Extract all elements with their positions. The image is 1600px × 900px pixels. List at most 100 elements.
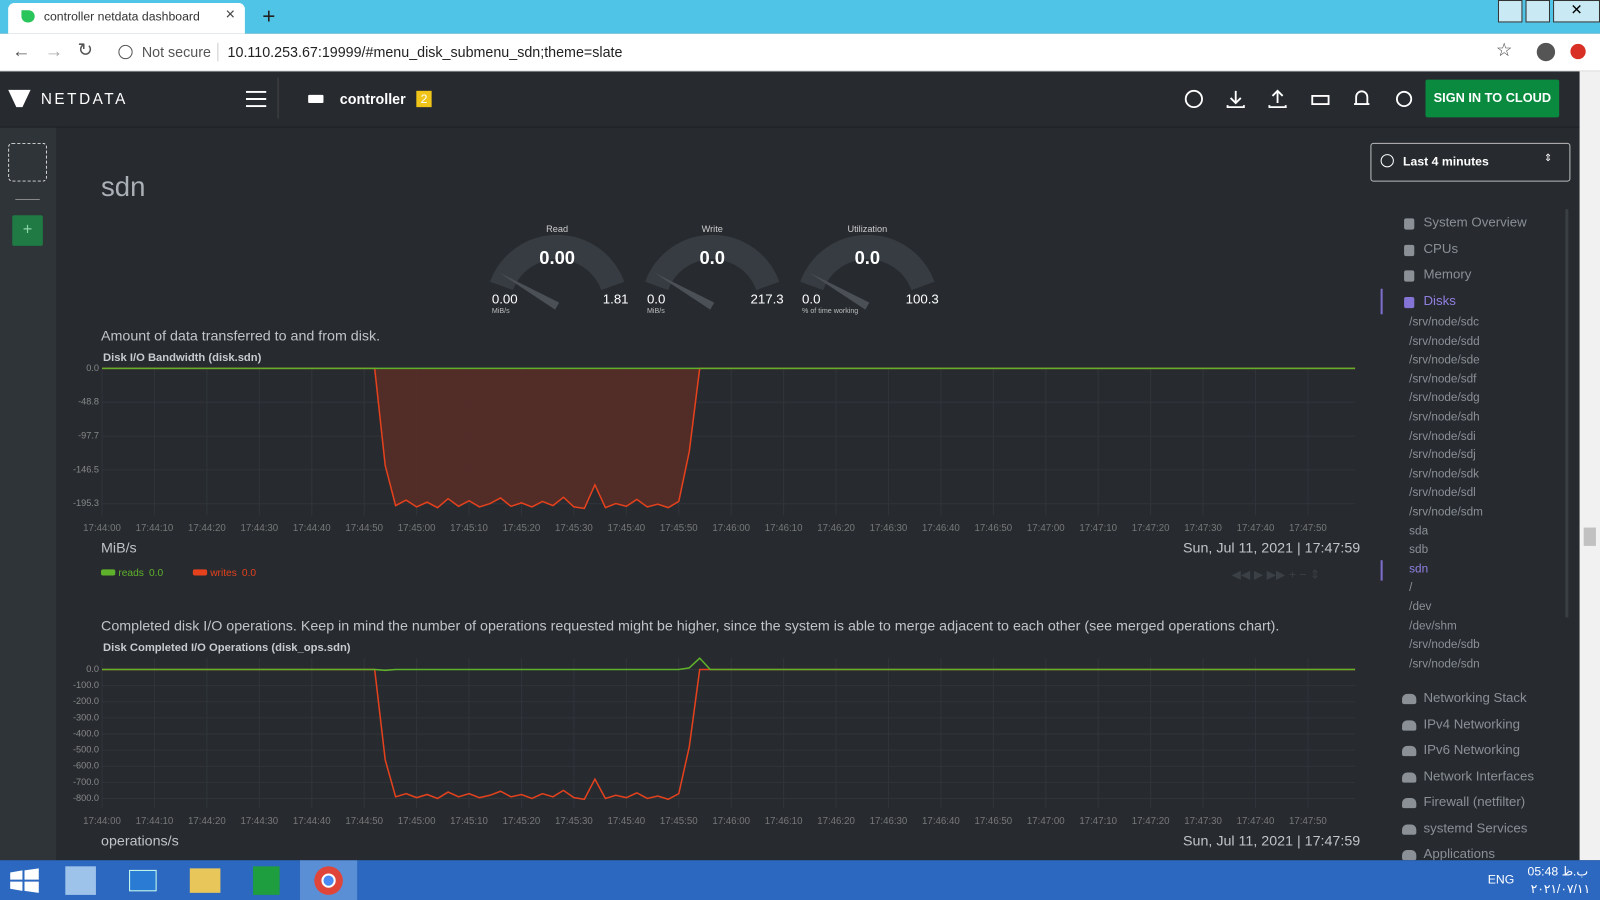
- reload[interactable]: ↻: [77, 39, 93, 61]
- x-tick-label: 17:45:40: [607, 816, 645, 827]
- submenu-item[interactable]: /: [1409, 582, 1413, 595]
- x-tick-label: 17:44:10: [136, 816, 174, 827]
- submenu-item[interactable]: /srv/node/sdl: [1409, 487, 1476, 500]
- add-button[interactable]: +: [12, 215, 43, 246]
- menu-item[interactable]: Disks: [1423, 292, 1456, 308]
- store[interactable]: [253, 866, 280, 895]
- explorer[interactable]: [189, 868, 221, 893]
- gauge-needle: [653, 272, 715, 310]
- clock-time[interactable]: 05:48 ب.ظ: [1527, 864, 1588, 879]
- clock-date[interactable]: ۲۰۲۱/۰۷/۱۱: [1530, 881, 1591, 896]
- y-tick-label: -200.0: [73, 696, 99, 706]
- language[interactable]: ENG: [1487, 872, 1515, 887]
- x-tick-label: 17:45:20: [503, 816, 541, 827]
- submenu-item[interactable]: /srv/node/sdj: [1409, 449, 1476, 462]
- new-tab[interactable]: +: [262, 3, 276, 29]
- alarm-badge[interactable]: 2: [416, 90, 432, 108]
- menu-item[interactable]: Firewall (netfilter): [1423, 793, 1526, 810]
- menu-item[interactable]: System Overview: [1423, 214, 1527, 230]
- x-tick-label: 17:44:20: [188, 523, 226, 534]
- host[interactable]: controller: [339, 90, 406, 108]
- security: Not secure: [141, 43, 211, 61]
- tab-close[interactable]: ×: [225, 6, 236, 24]
- submenu-item[interactable]: /srv/node/sdd: [1409, 335, 1480, 348]
- menu-item[interactable]: IPv6 Networking: [1423, 741, 1521, 758]
- submenu-item[interactable]: sda: [1409, 525, 1429, 538]
- legend-name: reads: [118, 568, 143, 579]
- start-button[interactable]: [10, 868, 39, 893]
- download-icon[interactable]: [1226, 90, 1245, 109]
- brand: NETDATA: [40, 90, 128, 109]
- menu-item[interactable]: Networking Stack: [1423, 689, 1527, 706]
- submenu-item[interactable]: /srv/node/sdc: [1409, 316, 1479, 329]
- gauge-value: 0.00: [539, 247, 575, 268]
- submenu-item[interactable]: /srv/node/sdi: [1409, 430, 1476, 443]
- submenu-item[interactable]: sdn: [1409, 563, 1429, 576]
- submenu-item[interactable]: /srv/node/sde: [1409, 354, 1480, 367]
- minimize[interactable]: [1497, 0, 1523, 23]
- x-tick-label: 17:44:40: [293, 816, 331, 827]
- back[interactable]: ←: [12, 40, 31, 62]
- gauge-arc: [800, 234, 935, 291]
- legend-name: writes: [209, 568, 237, 579]
- menu-icon: [1404, 296, 1415, 308]
- submenu-item[interactable]: /dev/shm: [1409, 619, 1457, 633]
- submenu-item[interactable]: /srv/node/sdb: [1409, 638, 1480, 652]
- x-tick-label: 17:45:50: [660, 523, 698, 534]
- menu-item[interactable]: systemd Services: [1423, 819, 1528, 836]
- upload-icon[interactable]: [1268, 89, 1287, 109]
- update[interactable]: [1570, 43, 1586, 60]
- submenu-item[interactable]: /srv/node/sdg: [1409, 392, 1480, 405]
- forward[interactable]: →: [44, 40, 64, 62]
- x-tick-label: 17:45:30: [555, 523, 593, 534]
- submenu-item[interactable]: /srv/node/sdf: [1409, 373, 1477, 386]
- submenu-item[interactable]: /dev: [1409, 601, 1432, 614]
- scroll-thumb[interactable]: [1583, 527, 1596, 546]
- menu-icon: [1402, 797, 1417, 809]
- submenu-item[interactable]: /srv/node/sdh: [1409, 411, 1480, 424]
- x-tick-label: 17:44:20: [188, 816, 226, 827]
- tray-icons[interactable]: [1410, 872, 1481, 886]
- submenu-item[interactable]: /srv/node/sdm: [1409, 506, 1483, 519]
- tab[interactable]: [8, 3, 245, 34]
- menu-item[interactable]: CPUs: [1423, 240, 1459, 256]
- help-icon[interactable]: [1184, 89, 1203, 109]
- menu-icon: [1402, 745, 1417, 757]
- y-tick-label: 0.0: [86, 363, 99, 373]
- submenu-item[interactable]: /srv/node/sdn: [1409, 657, 1480, 671]
- time-range-label: Last 4 minutes: [1403, 154, 1489, 169]
- x-tick-label: 17:45:00: [398, 816, 436, 827]
- info-icon[interactable]: [118, 44, 133, 60]
- space-add[interactable]: [8, 142, 47, 182]
- gauge-min: 0.0: [647, 291, 665, 306]
- x-tick-label: 17:46:10: [765, 523, 803, 534]
- restore[interactable]: [1525, 0, 1550, 23]
- menu-item[interactable]: Applications: [1423, 845, 1496, 861]
- menu-item[interactable]: IPv4 Networking: [1423, 715, 1521, 732]
- sign-in-button[interactable]: SIGN IN TO CLOUD: [1433, 90, 1552, 106]
- separator: [217, 42, 219, 62]
- submenu-item[interactable]: /srv/node/sdk: [1409, 468, 1479, 481]
- x-tick-label: 17:47:30: [1184, 523, 1222, 534]
- close[interactable]: ✕: [1553, 0, 1600, 23]
- chart-unit: MiB/s: [101, 541, 137, 557]
- print-icon[interactable]: [1311, 94, 1330, 105]
- legend-value: 0.0: [149, 568, 163, 579]
- bookmark[interactable]: ☆: [1495, 39, 1513, 61]
- server-manager[interactable]: [65, 866, 96, 895]
- submenu-item[interactable]: sdb: [1409, 544, 1429, 557]
- chart-timestamp: Sun, Jul 11, 2021 | 17:47:59: [1183, 834, 1360, 850]
- profile[interactable]: [1536, 42, 1556, 62]
- menu-button[interactable]: [245, 90, 267, 108]
- chart-timestamp: Sun, Jul 11, 2021 | 17:47:59: [1183, 541, 1360, 557]
- url[interactable]: 10.110.253.67:19999/#menu_disk_submenu_s…: [227, 43, 623, 61]
- menu-item[interactable]: Network Interfaces: [1423, 767, 1535, 784]
- menu-icon: [1404, 218, 1415, 230]
- time-range[interactable]: [1370, 142, 1571, 182]
- time-range-arrow: ⇕: [1543, 153, 1553, 165]
- menu-item[interactable]: Memory: [1423, 266, 1472, 282]
- settings-icon[interactable]: [1396, 90, 1413, 108]
- alarm-icon[interactable]: [1354, 90, 1370, 105]
- powershell[interactable]: [129, 869, 157, 892]
